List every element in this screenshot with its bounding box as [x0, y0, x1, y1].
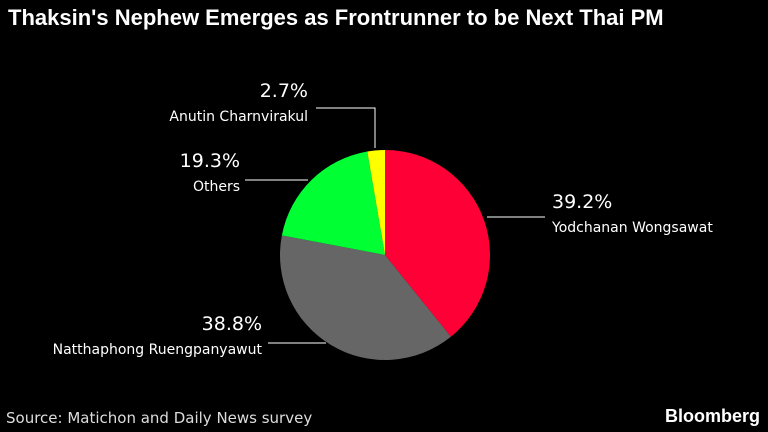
category-label: Yodchanan Wongsawat	[551, 220, 713, 236]
pie-slice	[280, 235, 451, 360]
value-label: 38.8%	[202, 313, 262, 335]
value-label: 2.7%	[260, 80, 308, 102]
pie-slice	[281, 151, 385, 255]
pie-slice	[385, 150, 491, 337]
category-label: Others	[193, 179, 240, 195]
category-label: Anutin Charnvirakul	[169, 109, 308, 125]
value-label: 19.3%	[180, 150, 240, 172]
category-label: Natthaphong Ruengpanyawut	[53, 342, 263, 358]
source-note: Source: Matichon and Daily News survey	[6, 409, 313, 427]
chart-title: Thaksin's Nephew Emerges as Frontrunner …	[8, 5, 664, 30]
leader-line	[316, 107, 376, 148]
value-label: 39.2%	[552, 191, 612, 213]
brand-logo: Bloomberg	[664, 406, 760, 426]
pie-slice	[367, 150, 385, 255]
